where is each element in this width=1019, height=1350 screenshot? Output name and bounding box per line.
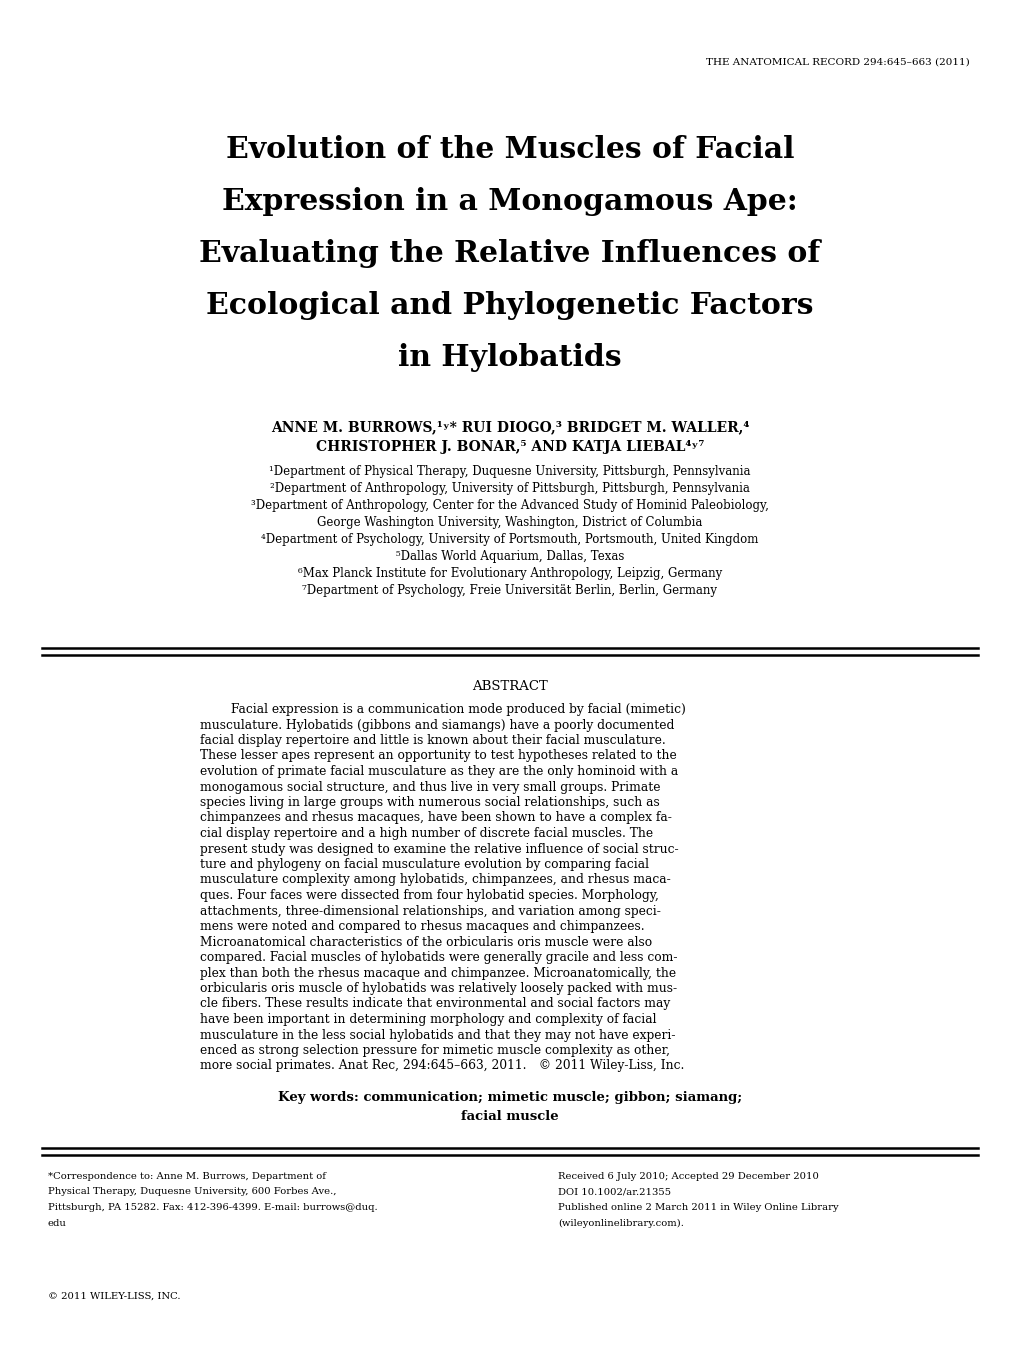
Text: enced as strong selection pressure for mimetic muscle complexity as other,: enced as strong selection pressure for m… — [200, 1044, 669, 1057]
Text: Expression in a Monogamous Ape:: Expression in a Monogamous Ape: — [222, 188, 797, 216]
Text: cial display repertoire and a high number of discrete facial muscles. The: cial display repertoire and a high numbe… — [200, 828, 652, 840]
Text: chimpanzees and rhesus macaques, have been shown to have a complex fa-: chimpanzees and rhesus macaques, have be… — [200, 811, 672, 825]
Text: more social primates. Anat Rec, 294:645–663, 2011. © 2011 Wiley-Liss, Inc.: more social primates. Anat Rec, 294:645–… — [200, 1060, 684, 1072]
Text: Published online 2 March 2011 in Wiley Online Library: Published online 2 March 2011 in Wiley O… — [557, 1203, 838, 1212]
Text: cle fibers. These results indicate that environmental and social factors may: cle fibers. These results indicate that … — [200, 998, 669, 1011]
Text: compared. Facial muscles of hylobatids were generally gracile and less com-: compared. Facial muscles of hylobatids w… — [200, 950, 677, 964]
Text: ⁶Max Planck Institute for Evolutionary Anthropology, Leipzig, Germany: ⁶Max Planck Institute for Evolutionary A… — [298, 567, 721, 580]
Text: Physical Therapy, Duquesne University, 600 Forbes Ave.,: Physical Therapy, Duquesne University, 6… — [48, 1188, 336, 1196]
Text: THE ANATOMICAL RECORD 294:645–663 (2011): THE ANATOMICAL RECORD 294:645–663 (2011) — [705, 58, 969, 68]
Text: ⁷Department of Psychology, Freie Universität Berlin, Berlin, Germany: ⁷Department of Psychology, Freie Univers… — [303, 585, 716, 597]
Text: Received 6 July 2010; Accepted 29 December 2010: Received 6 July 2010; Accepted 29 Decemb… — [557, 1172, 818, 1181]
Text: monogamous social structure, and thus live in very small groups. Primate: monogamous social structure, and thus li… — [200, 780, 660, 794]
Text: Ecological and Phylogenetic Factors: Ecological and Phylogenetic Factors — [206, 292, 813, 320]
Text: Evolution of the Muscles of Facial: Evolution of the Muscles of Facial — [225, 135, 794, 163]
Text: orbicularis oris muscle of hylobatids was relatively loosely packed with mus-: orbicularis oris muscle of hylobatids wa… — [200, 981, 677, 995]
Text: ¹Department of Physical Therapy, Duquesne University, Pittsburgh, Pennsylvania: ¹Department of Physical Therapy, Duquesn… — [269, 464, 750, 478]
Text: (wileyonlinelibrary.com).: (wileyonlinelibrary.com). — [557, 1219, 683, 1227]
Text: ABSTRACT: ABSTRACT — [472, 680, 547, 693]
Text: Microanatomical characteristics of the orbicularis oris muscle were also: Microanatomical characteristics of the o… — [200, 936, 651, 949]
Text: George Washington University, Washington, District of Columbia: George Washington University, Washington… — [317, 516, 702, 529]
Text: mens were noted and compared to rhesus macaques and chimpanzees.: mens were noted and compared to rhesus m… — [200, 919, 644, 933]
Text: facial display repertoire and little is known about their facial musculature.: facial display repertoire and little is … — [200, 734, 665, 747]
Text: These lesser apes represent an opportunity to test hypotheses related to the: These lesser apes represent an opportuni… — [200, 749, 676, 763]
Text: edu: edu — [48, 1219, 67, 1227]
Text: DOI 10.1002/ar.21355: DOI 10.1002/ar.21355 — [557, 1188, 671, 1196]
Text: ques. Four faces were dissected from four hylobatid species. Morphology,: ques. Four faces were dissected from fou… — [200, 890, 658, 902]
Text: CHRISTOPHER J. BONAR,⁵ AND KATJA LIEBAL⁴ʸ⁷: CHRISTOPHER J. BONAR,⁵ AND KATJA LIEBAL⁴… — [316, 440, 703, 454]
Text: *Correspondence to: Anne M. Burrows, Department of: *Correspondence to: Anne M. Burrows, Dep… — [48, 1172, 326, 1181]
Text: musculature. Hylobatids (gibbons and siamangs) have a poorly documented: musculature. Hylobatids (gibbons and sia… — [200, 718, 674, 732]
Text: facial muscle: facial muscle — [461, 1110, 558, 1123]
Text: evolution of primate facial musculature as they are the only hominoid with a: evolution of primate facial musculature … — [200, 765, 678, 778]
Text: © 2011 WILEY-LISS, INC.: © 2011 WILEY-LISS, INC. — [48, 1292, 180, 1301]
Text: Evaluating the Relative Influences of: Evaluating the Relative Influences of — [199, 239, 820, 269]
Text: ⁴Department of Psychology, University of Portsmouth, Portsmouth, United Kingdom: ⁴Department of Psychology, University of… — [261, 533, 758, 545]
Text: ture and phylogeny on facial musculature evolution by comparing facial: ture and phylogeny on facial musculature… — [200, 859, 648, 871]
Text: musculature complexity among hylobatids, chimpanzees, and rhesus maca-: musculature complexity among hylobatids,… — [200, 873, 671, 887]
Text: attachments, three-dimensional relationships, and variation among speci-: attachments, three-dimensional relations… — [200, 904, 660, 918]
Text: Pittsburgh, PA 15282. Fax: 412-396-4399. E-mail: burrows@duq.: Pittsburgh, PA 15282. Fax: 412-396-4399.… — [48, 1203, 377, 1212]
Text: Key words: communication; mimetic muscle; gibbon; siamang;: Key words: communication; mimetic muscle… — [277, 1091, 742, 1104]
Text: present study was designed to examine the relative influence of social struc-: present study was designed to examine th… — [200, 842, 678, 856]
Text: ²Department of Anthropology, University of Pittsburgh, Pittsburgh, Pennsylvania: ²Department of Anthropology, University … — [270, 482, 749, 495]
Text: Facial expression is a communication mode produced by facial (mimetic): Facial expression is a communication mod… — [200, 703, 685, 716]
Text: plex than both the rhesus macaque and chimpanzee. Microanatomically, the: plex than both the rhesus macaque and ch… — [200, 967, 676, 980]
Text: in Hylobatids: in Hylobatids — [397, 343, 622, 373]
Text: ⁵Dallas World Aquarium, Dallas, Texas: ⁵Dallas World Aquarium, Dallas, Texas — [395, 549, 624, 563]
Text: ANNE M. BURROWS,¹ʸ* RUI DIOGO,³ BRIDGET M. WALLER,⁴: ANNE M. BURROWS,¹ʸ* RUI DIOGO,³ BRIDGET … — [270, 420, 749, 433]
Text: have been important in determining morphology and complexity of facial: have been important in determining morph… — [200, 1012, 656, 1026]
Text: ³Department of Anthropology, Center for the Advanced Study of Hominid Paleobiolo: ³Department of Anthropology, Center for … — [251, 500, 768, 512]
Text: musculature in the less social hylobatids and that they may not have experi-: musculature in the less social hylobatid… — [200, 1029, 675, 1041]
Text: species living in large groups with numerous social relationships, such as: species living in large groups with nume… — [200, 796, 659, 809]
